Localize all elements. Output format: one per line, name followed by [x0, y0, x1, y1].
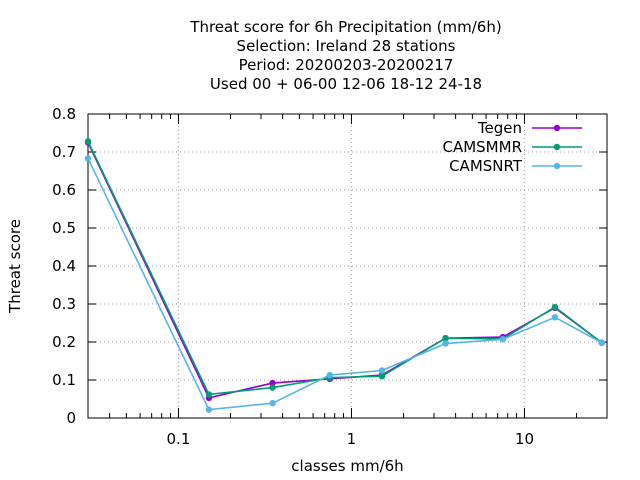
y-tick-label: 0.3 [52, 295, 76, 313]
y-tick-label: 0.5 [52, 219, 76, 237]
chart-title: Threat score for 6h Precipitation (mm/6h… [189, 18, 501, 93]
data-point [269, 399, 276, 407]
x-tick-label: 1 [347, 430, 357, 448]
x-axis-label: classes mm/6h [291, 457, 403, 475]
title-line: Selection: Ireland 28 stations [237, 37, 456, 55]
data-point [378, 373, 386, 380]
data-point [84, 138, 92, 145]
data-point [499, 336, 507, 343]
data-point [84, 155, 92, 162]
legend-marker [553, 162, 561, 170]
legend-marker [553, 143, 561, 151]
series-camsnrt [84, 155, 606, 413]
data-point [205, 391, 213, 398]
data-point [442, 335, 449, 342]
grid [88, 114, 607, 418]
series-tegen [84, 139, 606, 402]
legend-entry: CAMSMMR [442, 138, 582, 156]
plot-frame [87, 113, 608, 419]
legend-label: Tegen [477, 119, 522, 137]
y-tick-label: 0.4 [52, 257, 76, 275]
y-tick-label: 0.1 [52, 371, 76, 389]
series-camsmmr [84, 138, 606, 398]
legend-marker [553, 124, 561, 132]
data-point [551, 314, 559, 321]
x-tick-label: 0.1 [167, 430, 191, 448]
title-line: Used 00 + 06-00 12-06 18-12 24-18 [210, 75, 482, 93]
axis-ticks: 0 0.1 0.2 0.3 0.4 0.5 0.6 0.7 0.8 0.1 1 10 [52, 105, 608, 448]
y-tick-label: 0.6 [52, 181, 76, 199]
series [84, 138, 606, 413]
legend-label: CAMSNRT [449, 157, 523, 175]
data-point [378, 367, 386, 374]
data-point [326, 371, 334, 379]
y-axis-label: Threat score [6, 219, 24, 314]
data-point [442, 340, 449, 347]
legend-entry: Tegen [477, 119, 582, 137]
x-tick-label: 10 [515, 430, 534, 448]
series-line [87, 158, 603, 411]
series-line [87, 141, 603, 396]
data-point [269, 379, 276, 387]
y-tick-label: 0 [66, 409, 76, 427]
data-point [205, 406, 213, 413]
legend-label: CAMSMMR [442, 138, 522, 156]
data-point [551, 303, 559, 311]
title-line: Period: 20200203-20200217 [239, 56, 454, 74]
data-point [598, 339, 606, 346]
y-tick-label: 0.2 [52, 333, 76, 351]
data-point [269, 384, 276, 391]
y-tick-label: 0.7 [52, 143, 76, 161]
title-line: Threat score for 6h Precipitation (mm/6h… [189, 18, 501, 36]
y-tick-label: 0.8 [52, 105, 76, 123]
legend-entry: CAMSNRT [449, 157, 582, 175]
